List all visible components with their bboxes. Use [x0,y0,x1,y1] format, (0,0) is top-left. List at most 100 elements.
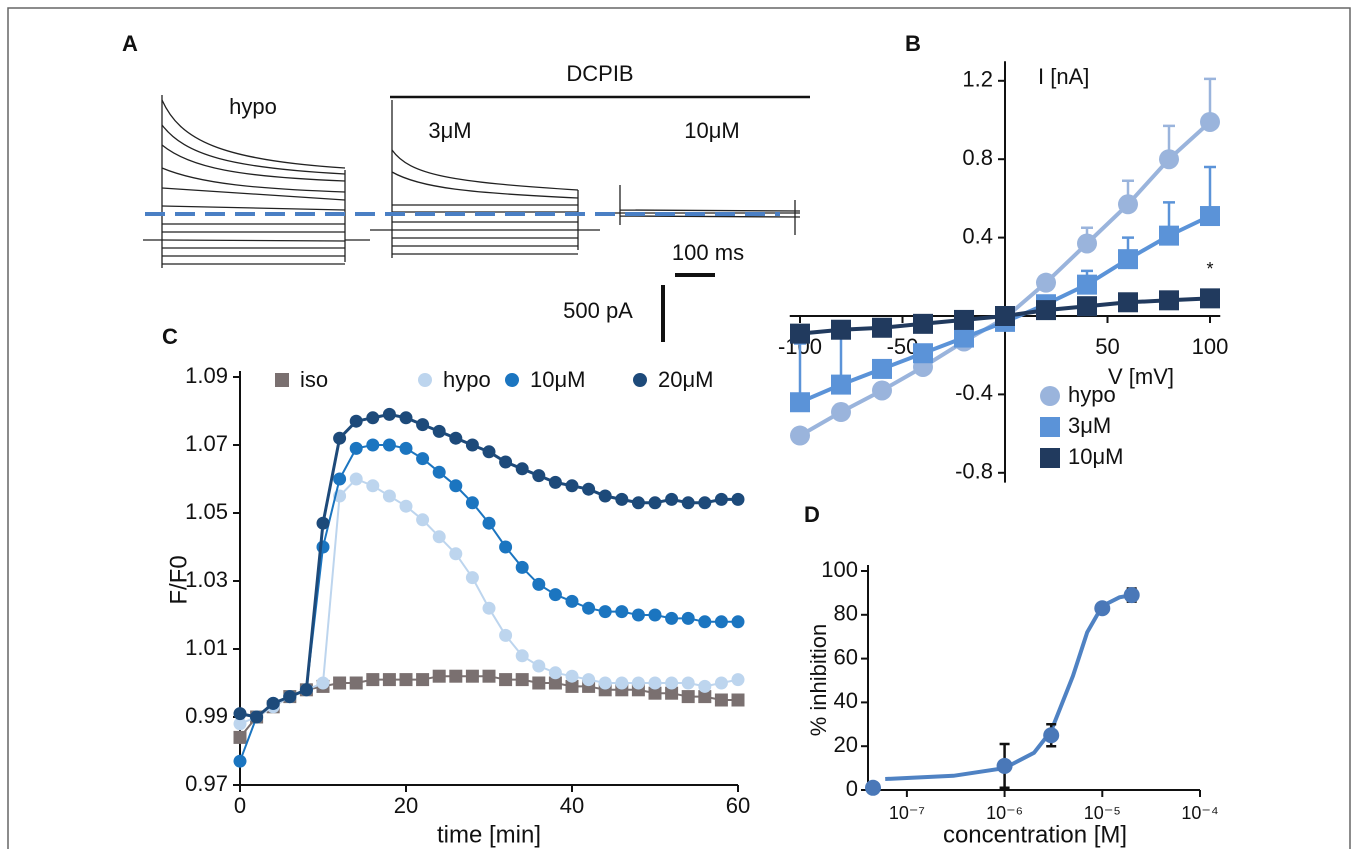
y-tick-label: 20 [834,732,858,757]
marker [1118,249,1138,270]
marker [382,489,396,503]
y-axis-label: F/F0 [165,555,192,604]
marker [548,475,562,489]
legend-label: iso [300,367,328,392]
marker [449,479,463,493]
marker [1043,727,1060,744]
panel-letter: D [804,502,820,527]
marker [731,693,745,707]
marker [1040,448,1060,468]
marker [731,615,745,629]
x-axis-label: time [min] [437,821,541,848]
marker [790,323,810,344]
marker [1118,292,1138,313]
y-tick-label: -0.8 [955,459,993,484]
marker [913,313,933,334]
legend-label: 3μM [1068,413,1111,438]
marker [532,659,546,673]
marker [233,754,247,768]
marker [515,649,529,663]
marker [665,611,679,625]
marker [996,757,1013,774]
marker [316,516,330,530]
y-tick-label: -0.4 [955,380,993,405]
marker [831,319,851,340]
marker [548,666,562,680]
marker [633,373,647,387]
y-tick-label: 1.01 [185,635,228,660]
marker [548,676,562,690]
marker [399,411,413,425]
marker [598,676,612,690]
marker [872,317,892,338]
marker [482,601,496,615]
marker [790,425,810,446]
marker [565,669,579,683]
marker [681,690,695,704]
x-tick-label: 100 [1192,334,1229,359]
marker [515,560,529,574]
marker [698,615,712,629]
marker [366,438,380,452]
marker [582,482,596,496]
marker [872,380,892,401]
marker [449,431,463,445]
marker [714,615,728,629]
x-tick-label: 10⁻⁵ [1084,803,1121,823]
marker [382,673,396,687]
marker [615,605,629,619]
series-line [885,593,1133,781]
marker [416,452,430,466]
marker [831,402,851,423]
marker [548,588,562,602]
marker [598,605,612,619]
marker [233,717,247,731]
marker [831,374,851,395]
bracket-label: DCPIB [566,61,633,86]
marker [598,489,612,503]
marker [872,358,892,379]
marker [1036,272,1056,293]
marker [505,373,519,387]
x-tick-label: 10⁻⁴ [1181,803,1218,823]
marker [482,516,496,530]
marker [499,540,513,554]
marker [449,547,463,561]
marker [1077,296,1097,317]
marker [275,373,289,387]
marker [532,577,546,591]
marker [631,496,645,510]
marker [1159,225,1179,246]
marker [681,496,695,510]
marker [864,779,881,796]
marker [681,676,695,690]
marker [648,496,662,510]
marker [665,492,679,506]
marker [366,673,380,687]
y-tick-label: 0.4 [962,223,993,248]
marker [432,465,446,479]
y-tick-label: 1.09 [185,363,228,388]
marker [416,513,430,527]
marker [565,594,579,608]
legend-label: 10μM [530,367,585,392]
trace-label: hypo [229,94,277,119]
marker [631,608,645,622]
y-tick-label: 1.07 [185,431,228,456]
marker [233,730,247,744]
marker [615,676,629,690]
marker [465,438,479,452]
marker [698,679,712,693]
marker [731,492,745,506]
marker [399,441,413,455]
x-tick-label: 0 [234,793,246,818]
marker [1159,290,1179,311]
marker [233,707,247,721]
marker [1040,386,1060,406]
legend-label: 10μM [1068,444,1123,469]
marker [432,669,446,683]
marker [565,679,579,693]
marker [399,499,413,513]
y-tick-label: 1.2 [962,67,993,92]
